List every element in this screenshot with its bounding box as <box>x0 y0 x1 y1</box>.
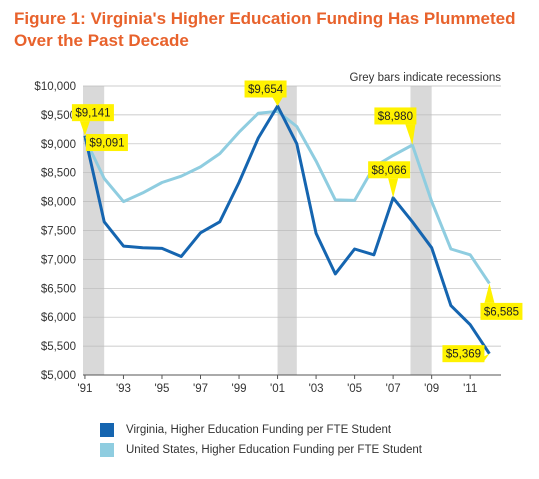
title-line-2: Over the Past Decade <box>14 31 189 50</box>
y-tick-label: $9,500 <box>41 110 76 122</box>
data-label: $6,585 <box>480 283 523 320</box>
data-label: $9,091 <box>84 134 128 152</box>
data-label-box <box>244 80 287 98</box>
y-tick-label: $5,000 <box>41 370 76 382</box>
y-tick-label: $7,000 <box>41 254 76 266</box>
data-label-text: $9,141 <box>75 108 110 120</box>
y-tick-label: $9,000 <box>41 139 76 151</box>
y-tick-label: $8,000 <box>41 197 76 209</box>
data-label-text: $9,091 <box>89 138 124 150</box>
data-label: $9,141 <box>71 104 114 136</box>
series-lines <box>83 104 491 355</box>
data-label-pointer <box>388 178 399 198</box>
legend: Virginia, Higher Education Funding per F… <box>100 420 422 460</box>
data-label-text: $5,369 <box>446 349 481 361</box>
data-label-box <box>442 345 485 363</box>
data-label-box <box>85 134 128 152</box>
data-label-pointer <box>484 283 495 303</box>
x-tick-label: '95 <box>154 383 169 395</box>
x-tick-label: '07 <box>386 383 401 395</box>
x-tick-label: '03 <box>309 383 324 395</box>
gridlines <box>83 85 501 376</box>
y-axis: $5,000 $5,500 $6,000 $6,500 $7,000 $7,500 $8,0… <box>34 81 76 382</box>
title-line-1: Figure 1: Virginia's Higher Education Fu… <box>14 9 516 28</box>
data-label: $8,066 <box>368 161 411 198</box>
x-tick-label: '93 <box>116 383 131 395</box>
series-line-united-states <box>83 109 491 285</box>
data-label-pointer <box>272 97 283 106</box>
data-label-box <box>71 104 114 122</box>
recession-note: Grey bars indicate recessions <box>350 72 502 84</box>
y-tick-label: $5,500 <box>41 341 76 353</box>
legend-label-united-states: United States, Higher Education Funding … <box>126 444 422 456</box>
legend-swatch-virginia <box>100 423 114 437</box>
data-label: $9,654 <box>244 80 287 106</box>
legend-item-united-states: United States, Higher Education Funding … <box>100 440 422 460</box>
x-tick-label: '05 <box>347 383 362 395</box>
y-tick-label: $6,000 <box>41 312 76 324</box>
data-label-pointer <box>405 124 416 145</box>
data-label: $8,980 <box>374 107 417 145</box>
data-label: $5,369 <box>442 345 490 363</box>
chart-title: Figure 1: Virginia's Higher Education Fu… <box>14 8 529 52</box>
series-line-virginia <box>83 104 491 355</box>
x-axis: '91 '93 '95 '97 '99 '01 '03 '05 '07 '09 '11 <box>77 375 477 395</box>
legend-swatch-united-states <box>100 443 114 457</box>
y-tick-label: $10,000 <box>34 81 76 93</box>
x-tick-label: '99 <box>232 383 247 395</box>
y-tick-label: $6,500 <box>41 283 76 295</box>
y-tick-label: $7,500 <box>41 226 76 238</box>
data-label-box <box>368 161 411 179</box>
legend-label-virginia: Virginia, Higher Education Funding per F… <box>126 424 392 436</box>
data-label-box <box>374 107 417 125</box>
data-label-pointer <box>79 121 90 136</box>
x-tick-label: '97 <box>193 383 208 395</box>
x-tick-label: '91 <box>77 383 92 395</box>
data-labels: $9,141 $9,091 $9,654 $8,980 $8,066 $6,585 $5,3… <box>71 80 523 363</box>
data-label-text: $8,066 <box>372 165 407 177</box>
x-tick-label: '01 <box>270 383 285 395</box>
data-label-text: $9,654 <box>248 84 284 96</box>
legend-item-virginia: Virginia, Higher Education Funding per F… <box>100 420 422 440</box>
data-label-box <box>480 302 523 320</box>
data-label-text: $8,980 <box>378 111 413 123</box>
y-tick-label: $8,500 <box>41 168 76 180</box>
x-tick-label: '11 <box>463 383 477 395</box>
x-tick-label: '09 <box>424 383 439 395</box>
data-label-text: $6,585 <box>484 306 519 318</box>
